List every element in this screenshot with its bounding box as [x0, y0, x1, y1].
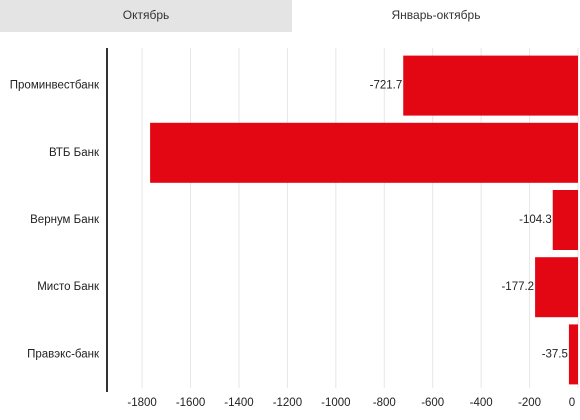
x-tick-label: -800 [373, 397, 396, 409]
x-tick-label: 0 [569, 397, 575, 409]
x-tick-label: -1000 [321, 397, 350, 409]
value-label: -37.5 [542, 348, 568, 360]
bar [403, 55, 578, 116]
x-tick-label: -400 [470, 397, 493, 409]
x-tick-label: -200 [518, 397, 541, 409]
x-tick-label: -1800 [127, 397, 156, 409]
bar [535, 257, 578, 318]
tab[interactable]: Январь-октябрь [292, 0, 580, 32]
bar [568, 324, 578, 385]
y-tick-label: Вернум Банк [30, 214, 100, 226]
bar [552, 190, 578, 250]
x-tick-label: -600 [421, 397, 444, 409]
x-tick-label: -1400 [224, 397, 253, 409]
y-tick-label: Мисто Банк [37, 281, 100, 293]
y-tick-label: Проминвестбанк [10, 80, 100, 92]
value-label: -104.3 [519, 214, 552, 226]
bar [150, 122, 578, 183]
x-tick-label: -1600 [176, 397, 205, 409]
value-label: -721.7 [370, 80, 403, 92]
x-tick-label: -1200 [273, 397, 302, 409]
y-tick-label: Правэкс-банк [27, 348, 100, 360]
value-label: -177.2 [501, 281, 534, 293]
y-tick-label: ВТБ Банк [49, 147, 100, 159]
tab[interactable]: Октябрь [0, 0, 292, 32]
